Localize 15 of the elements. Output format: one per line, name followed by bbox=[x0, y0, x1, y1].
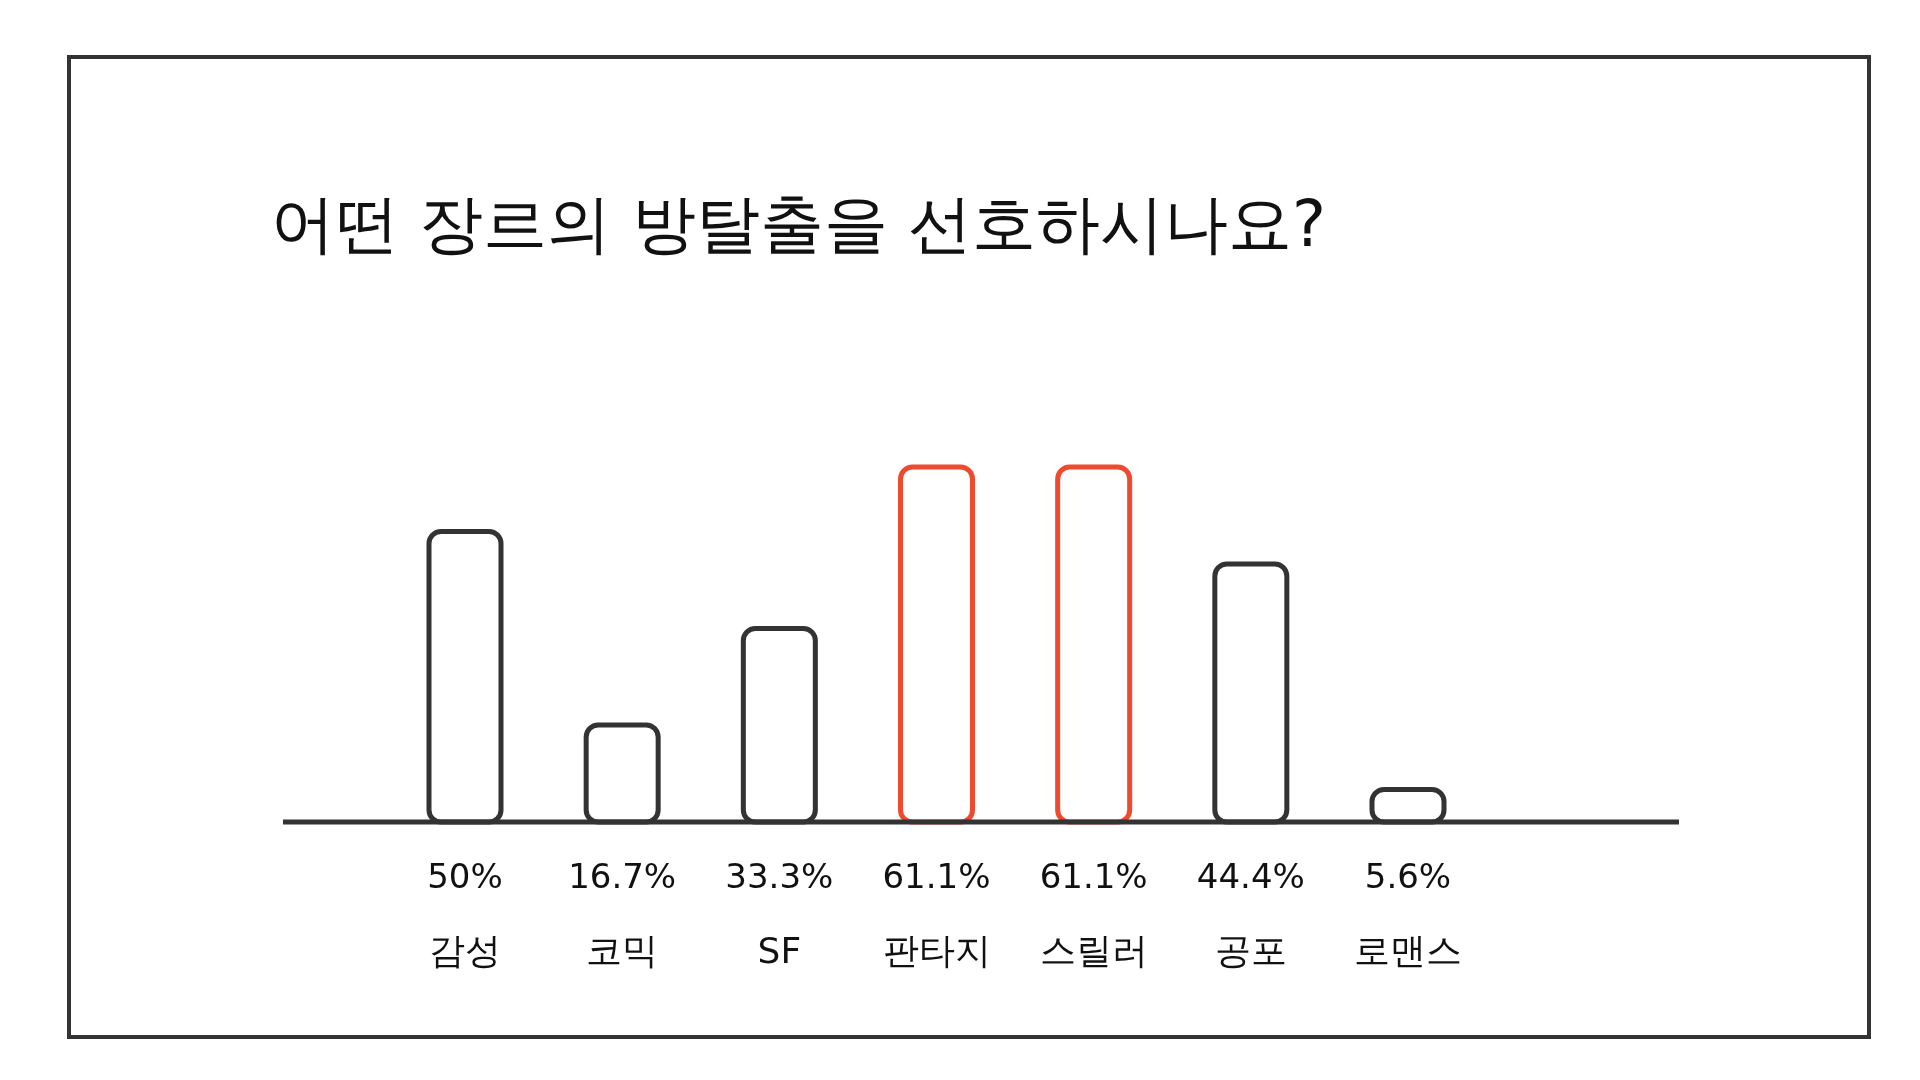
data-label: 61.1% bbox=[882, 856, 991, 896]
data-label: 50% bbox=[427, 856, 503, 896]
x-tick-label: SF bbox=[757, 930, 802, 971]
x-tick-label: 로맨스 bbox=[1354, 930, 1462, 971]
data-label: 44.4% bbox=[1196, 856, 1305, 896]
x-tick-label: 감성 bbox=[429, 930, 501, 971]
x-tick-label: 스릴러 bbox=[1039, 930, 1148, 971]
data-label: 5.6% bbox=[1364, 856, 1452, 896]
data-label: 16.7% bbox=[568, 856, 677, 896]
data-label: 61.1% bbox=[1039, 856, 1148, 896]
x-tick-label: 코믹 bbox=[586, 930, 659, 971]
x-tick-label: 공포 bbox=[1214, 930, 1287, 971]
chart-title: 어떤 장르의 방탈출을 선호하시나요? bbox=[271, 187, 1326, 261]
x-tick-label: 판타지 bbox=[882, 930, 991, 971]
data-label: 33.3% bbox=[725, 856, 834, 896]
